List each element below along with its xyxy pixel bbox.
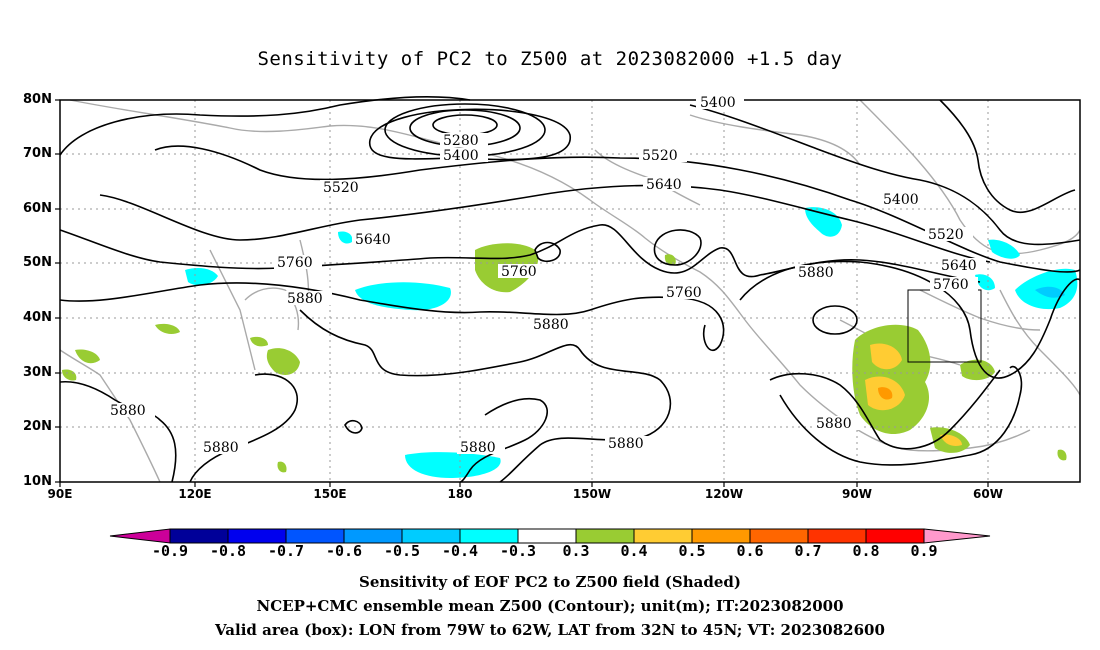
colorbar-label: -0.9 [151, 542, 189, 560]
colorbar-swatch [575, 528, 635, 544]
colorbar-label: -0.5 [383, 542, 421, 560]
caption-valid-area: Valid area (box): LON from 79W to 62W, L… [215, 621, 885, 639]
lon-label: 180 [447, 487, 473, 501]
contour-label: 5760 [277, 255, 313, 271]
colorbar-swatch [807, 528, 867, 544]
contour-label: 5760 [666, 285, 702, 301]
lat-label: 30N [23, 365, 52, 380]
contour-label: 5880 [460, 440, 496, 456]
axis-ticks [55, 99, 989, 487]
contour-label: 5880 [533, 317, 569, 333]
lat-label: 10N [23, 474, 52, 489]
contour-labels: 5400 5280 5400 5520 5520 5640 5400 5520 … [107, 95, 986, 456]
lat-label: 50N [23, 255, 52, 270]
colorbar [109, 528, 991, 544]
contour-label: 5400 [700, 95, 736, 111]
contour-label: 5640 [646, 177, 682, 193]
lon-label: 90E [47, 487, 73, 501]
colorbar-label: -0.6 [325, 542, 363, 560]
lon-label: 150E [313, 487, 347, 501]
colorbar-swatch [343, 528, 403, 544]
colorbar-label: 0.3 [562, 542, 590, 560]
caption-shading: Sensitivity of EOF PC2 to Z500 field (Sh… [359, 573, 741, 591]
contour-label: 5520 [642, 148, 678, 164]
contour-label: 5880 [203, 440, 239, 456]
lon-label: 150W [572, 487, 612, 501]
lon-label: 120W [704, 487, 744, 501]
colorbar-low-end [109, 528, 171, 544]
lat-label: 80N [23, 92, 52, 107]
colorbar-swatch [459, 528, 519, 544]
z500-contours [59, 95, 1081, 483]
colorbar-label: -0.4 [441, 542, 479, 560]
colorbar-swatch [865, 528, 925, 544]
colorbar-label: -0.3 [499, 542, 537, 560]
colorbar-swatch [749, 528, 809, 544]
colorbar-swatch [401, 528, 461, 544]
contour-label: 5760 [933, 277, 969, 293]
contour-label: 5640 [941, 258, 977, 274]
contour-label: 5880 [798, 265, 834, 281]
colorbar-label: -0.8 [209, 542, 247, 560]
colorbar-swatch [633, 528, 693, 544]
contour-label: 5760 [501, 264, 537, 280]
contour-label: 5880 [816, 416, 852, 432]
lon-label: 120E [178, 487, 212, 501]
colorbar-label: 0.8 [852, 542, 880, 560]
colorbar-swatch [169, 528, 229, 544]
colorbar-label: 0.9 [910, 542, 938, 560]
contour-label: 5640 [355, 232, 391, 248]
contour-label: 5880 [110, 403, 146, 419]
map-frame [59, 99, 1081, 483]
contour-label: 5880 [608, 436, 644, 452]
colorbar-label: 0.7 [794, 542, 822, 560]
sensitivity-shading [62, 207, 1078, 478]
lat-label: 60N [23, 201, 52, 216]
colorbar-label: 0.4 [620, 542, 648, 560]
lat-label: 20N [23, 419, 52, 434]
lat-label: 40N [23, 310, 52, 325]
colorbar-high-end [923, 528, 991, 544]
colorbar-label: 0.6 [736, 542, 764, 560]
lon-label: 90W [842, 487, 872, 501]
caption-contour: NCEP+CMC ensemble mean Z500 (Contour); u… [256, 597, 844, 615]
colorbar-swatch [517, 528, 577, 544]
contour-label: 5520 [928, 227, 964, 243]
contour-label: 5400 [883, 192, 919, 208]
lon-label: 60W [973, 487, 1003, 501]
contour-label: 5880 [287, 291, 323, 307]
colorbar-swatch [285, 528, 345, 544]
lat-label: 70N [23, 146, 52, 161]
colorbar-label: -0.7 [267, 542, 305, 560]
contour-label: 5280 [443, 133, 479, 149]
map-title: Sensitivity of PC2 to Z500 at 2023082000… [257, 48, 843, 70]
contour-label: 5400 [443, 148, 479, 164]
contour-label: 5520 [323, 180, 359, 196]
colorbar-label: 0.5 [678, 542, 706, 560]
colorbar-swatch [691, 528, 751, 544]
colorbar-swatch [227, 528, 287, 544]
